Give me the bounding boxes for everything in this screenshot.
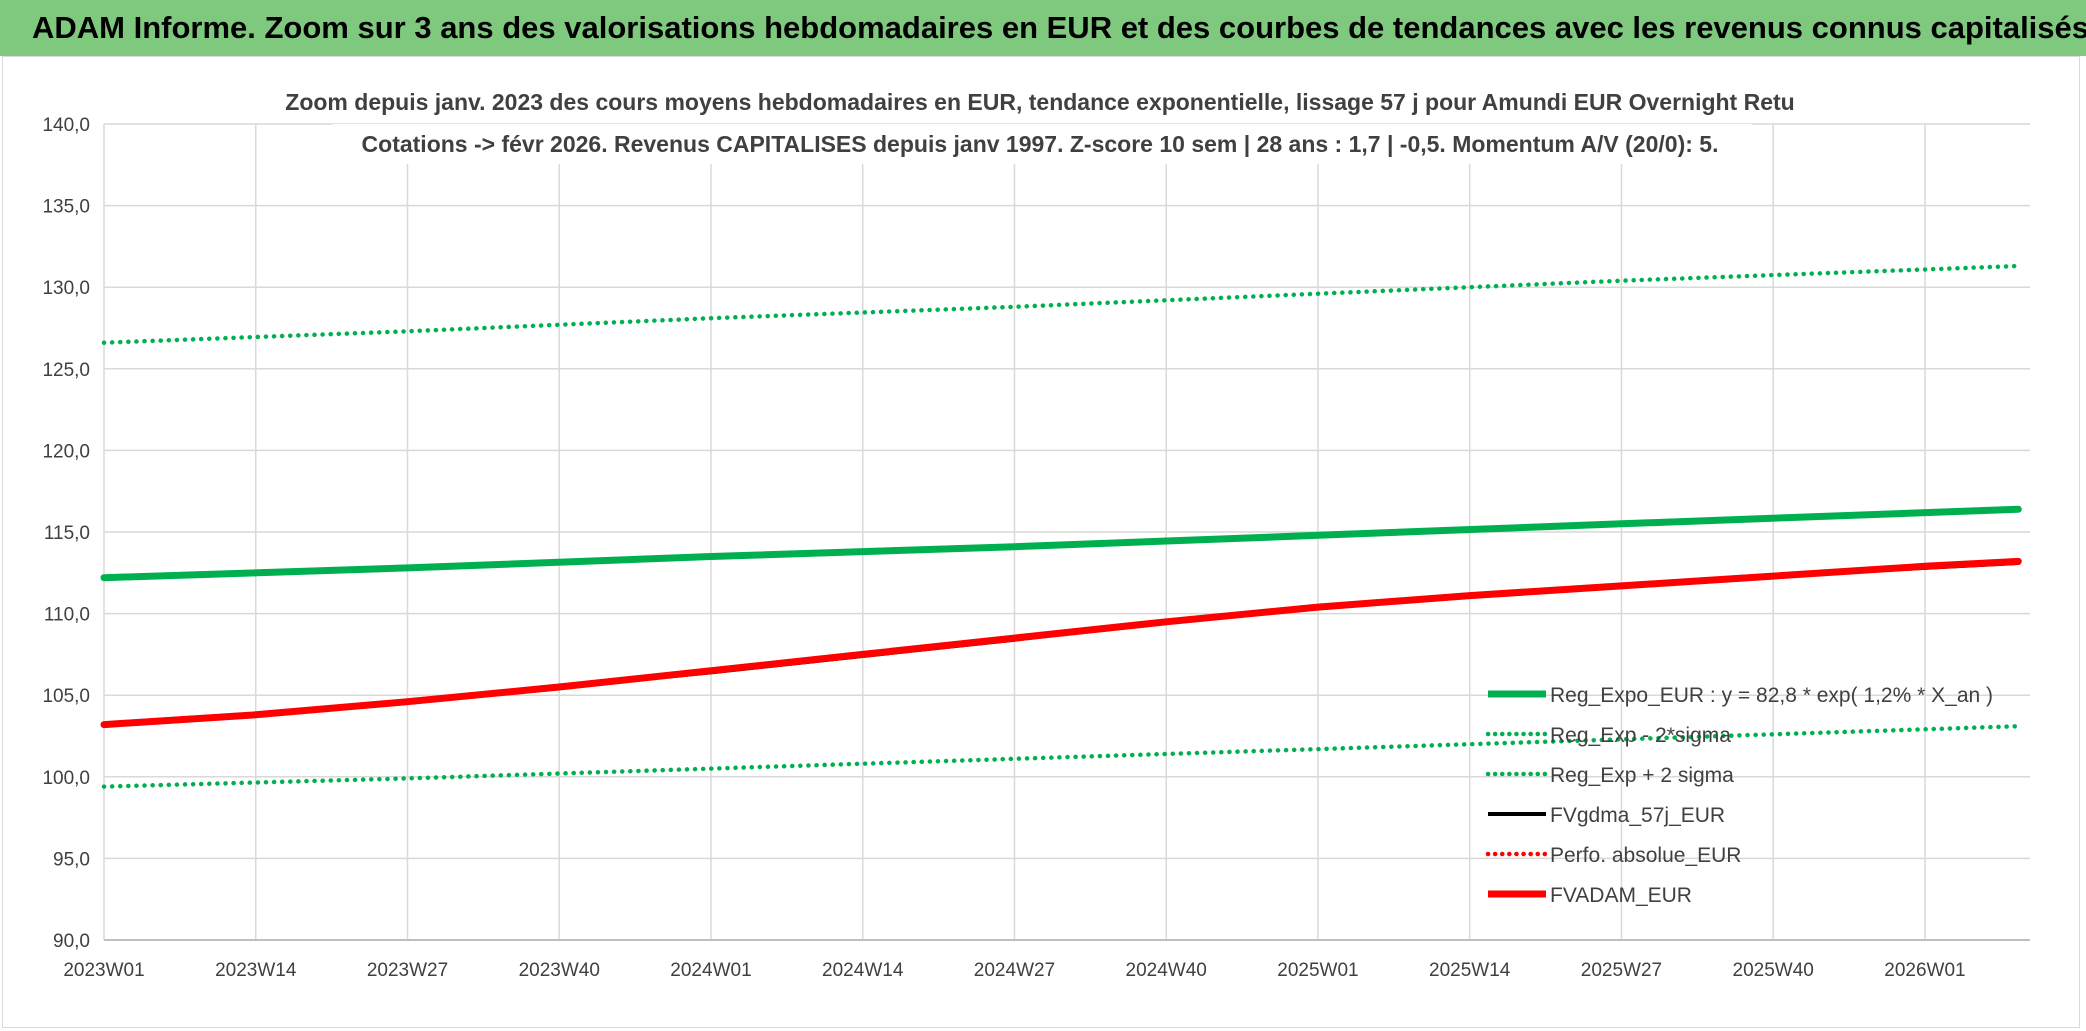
legend-label-fvgdma: FVgdma_57j_EUR — [1550, 804, 1725, 827]
y-tick-label: 125,0 — [42, 360, 90, 381]
chart-grid — [103, 123, 2030, 941]
x-tick-label: 2024W27 — [974, 960, 1055, 981]
x-tick-label: 2023W40 — [519, 960, 600, 981]
chart-title-background — [266, 80, 1814, 164]
y-tick-label: 130,0 — [42, 278, 90, 299]
x-tick-label: 2025W01 — [1277, 960, 1358, 981]
y-tick-label: 110,0 — [44, 605, 90, 626]
y-tick-label: 120,0 — [42, 441, 90, 462]
chart-axes: 90,0 95,0 100,0 105,0 110,0 115,0 120,0 125,0 13… — [42, 115, 2030, 981]
chart-series — [100, 263, 2022, 789]
title-line-1-bg — [266, 80, 1814, 120]
x-tick-label: 2023W14 — [215, 960, 297, 981]
y-tick-label: 115,0 — [44, 523, 90, 544]
chart-legend: Reg_Expo_EUR : y = 82,8 * exp( 1,2% * X_… — [1485, 684, 1993, 907]
x-tick-label: 2023W01 — [63, 960, 144, 981]
y-tick-label: 105,0 — [42, 686, 90, 707]
x-tick-label: 2026W01 — [1884, 960, 1965, 981]
x-tick-label: 2025W14 — [1429, 960, 1511, 981]
x-tick-label: 2024W40 — [1126, 960, 1207, 981]
chart-title-line-2: Cotations -> févr 2026. Revenus CAPITALI… — [362, 131, 1719, 157]
x-tick-label: 2024W01 — [670, 960, 751, 981]
legend-label-reg_plus: Reg_Exp + 2 sigma — [1550, 764, 1734, 787]
x-tick-label: 2023W27 — [367, 960, 448, 981]
series-line-fvadam — [100, 557, 2022, 729]
legend-label-fvadam: FVADAM_EUR — [1550, 884, 1692, 907]
x-tick-label: 2025W27 — [1581, 960, 1662, 981]
y-tick-label: 135,0 — [42, 197, 90, 218]
series-line-reg_plus — [101, 263, 2021, 345]
chart-frame — [2, 56, 2080, 1028]
x-tick-label: 2024W14 — [822, 960, 904, 981]
chart-title-line-1: Zoom depuis janv. 2023 des cours moyens … — [285, 89, 1794, 115]
title-line-2-bg — [332, 124, 1752, 164]
y-tick-label: 90,0 — [53, 931, 90, 952]
legend-label-reg_minus: Reg_Exp - 2*sigma — [1550, 724, 1731, 747]
series-line-reg_expo — [100, 505, 2022, 582]
x-tick-label: 2025W40 — [1733, 960, 1814, 981]
report-banner-title: ADAM Informe. Zoom sur 3 ans des valoris… — [0, 0, 2086, 56]
legend-label-perfo: Perfo. absolue_EUR — [1550, 844, 1741, 867]
legend-label-reg_expo: Reg_Expo_EUR : y = 82,8 * exp( 1,2% * X_… — [1550, 684, 1993, 707]
y-tick-label: 95,0 — [53, 849, 90, 870]
y-tick-label: 140,0 — [42, 115, 90, 136]
y-tick-label: 100,0 — [42, 768, 90, 789]
